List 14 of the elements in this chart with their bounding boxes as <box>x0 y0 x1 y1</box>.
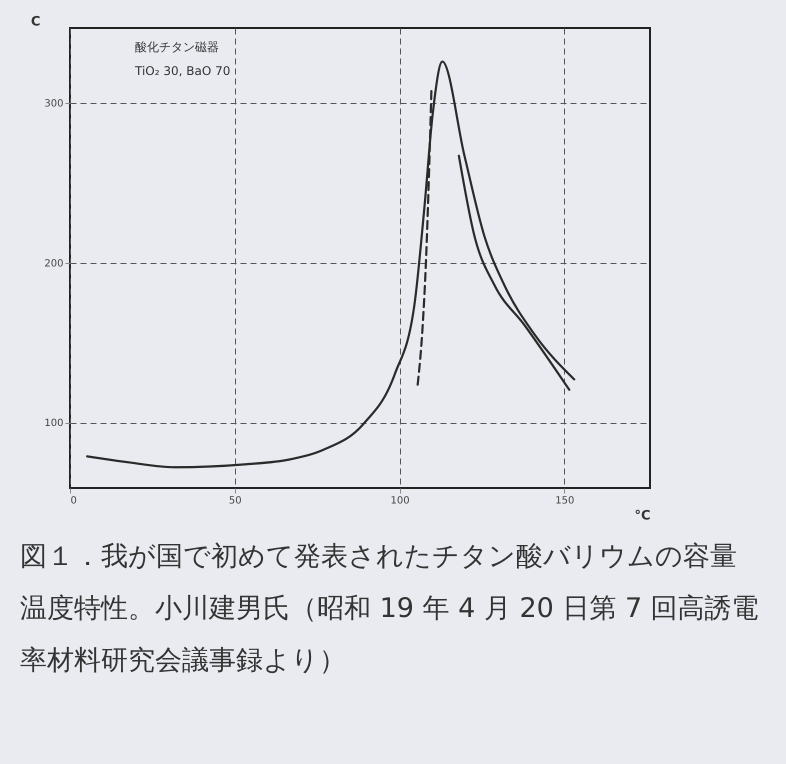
caption: 図１．我が国で初めて発表されたチタン酸バリウムの容量温度特性。小川建男氏（昭和 19 年 4 月 20 日第 7 回高誘電率材料研究会議事録より） <box>20 540 760 678</box>
x-tick-label: 150 <box>555 496 574 506</box>
x-tick-label: 0 <box>70 496 77 506</box>
x-axis-title: °C <box>634 508 650 524</box>
y-axis-title: C <box>30 14 40 30</box>
y-tick-label: 300 <box>44 98 64 110</box>
annotation: 酸化チタン磁器 <box>135 40 219 54</box>
x-tick-label: 50 <box>228 496 242 506</box>
annotation: TiO₂ 30, BaO 70 <box>134 64 230 78</box>
line-series <box>458 154 570 391</box>
y-tick-label: 200 <box>44 258 64 270</box>
line-series <box>86 60 576 468</box>
y-tick-label: 100 <box>44 418 64 430</box>
x-tick-label: 100 <box>390 496 410 506</box>
